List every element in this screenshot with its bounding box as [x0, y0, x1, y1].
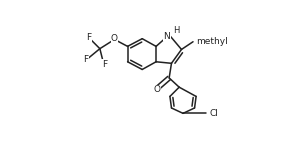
Text: F: F [84, 55, 89, 64]
Text: N: N [164, 32, 170, 41]
Text: O: O [153, 85, 160, 94]
Text: F: F [86, 33, 92, 42]
Text: O: O [111, 34, 118, 43]
Text: methyl: methyl [196, 37, 228, 46]
Text: H: H [173, 27, 179, 35]
Text: Cl: Cl [209, 109, 218, 118]
Text: F: F [102, 60, 107, 69]
